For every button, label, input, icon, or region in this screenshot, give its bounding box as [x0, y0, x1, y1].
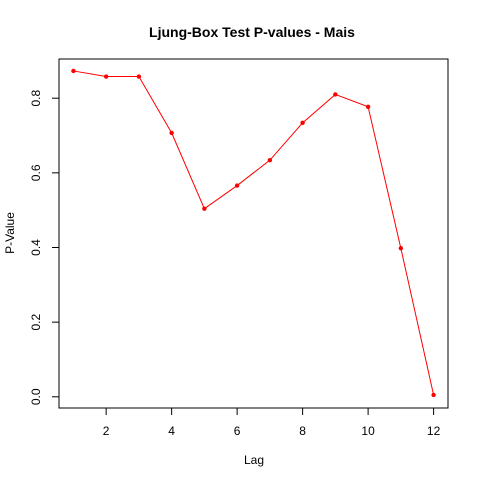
- data-point: [398, 246, 404, 251]
- data-point: [103, 74, 109, 79]
- data-point: [431, 392, 436, 398]
- y-tick-label: 0.0: [29, 388, 43, 405]
- data-point: [202, 206, 207, 211]
- data-point: [267, 157, 273, 163]
- x-tick-label: 12: [427, 424, 441, 438]
- x-tick-label: 6: [234, 424, 241, 438]
- data-point: [300, 120, 305, 126]
- x-tick-label: 4: [168, 424, 175, 438]
- y-axis: 0.0 0.2 0.4 0.6 0.8: [29, 90, 60, 405]
- x-tick-label: 8: [299, 424, 306, 438]
- data-point: [71, 68, 76, 74]
- x-tick-label: 2: [103, 424, 110, 438]
- data-point: [365, 104, 371, 109]
- x-tick-label: 10: [361, 424, 375, 438]
- data-point: [136, 74, 142, 79]
- data-point: [169, 130, 174, 136]
- plot-frame: [58, 58, 449, 409]
- y-tick-label: 0.6: [29, 164, 43, 181]
- series-layer: [71, 68, 436, 398]
- y-axis-label: P-Value: [3, 212, 17, 254]
- x-axis-label: Lag: [244, 453, 264, 467]
- chart-title: Ljung-Box Test P-values - Mais: [149, 24, 355, 40]
- y-tick-label: 0.8: [29, 90, 43, 107]
- y-tick-label: 0.2: [29, 313, 43, 330]
- series-line: [73, 70, 435, 396]
- y-tick-label: 0.4: [29, 239, 43, 256]
- data-point: [333, 92, 338, 97]
- x-axis: 2 4 6 8 10 12: [103, 407, 441, 438]
- data-point: [234, 183, 240, 188]
